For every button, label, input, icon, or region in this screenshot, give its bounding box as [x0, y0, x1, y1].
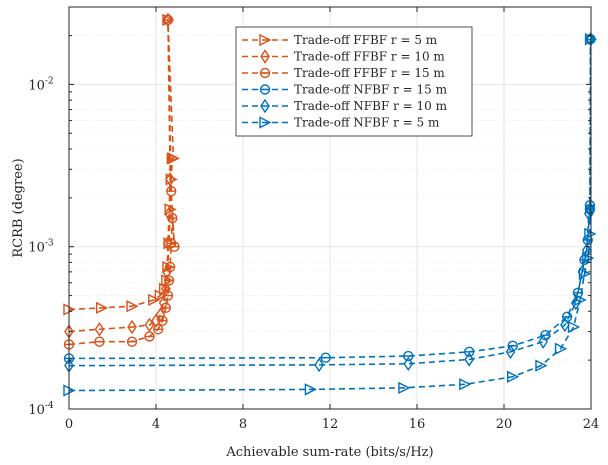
x-axis-label: Achievable sum-rate (bits/s/Hz): [225, 445, 433, 460]
data-point-diamond: [144, 317, 155, 333]
data-point-diamond: [585, 202, 595, 217]
series-trade-off-ffbf-r-15-m: [63, 14, 180, 350]
y-tick-base: 10: [28, 403, 45, 418]
data-point-triangle: [584, 227, 597, 240]
legend-item: Trade-off FFBF r = 15 m: [242, 66, 445, 80]
x-tick-label: 20: [496, 417, 513, 432]
data-point-diamond: [127, 319, 137, 335]
x-tick-label: 4: [152, 417, 160, 432]
data-point-diamond: [160, 281, 171, 297]
y-tick-base: 10: [28, 78, 45, 93]
data-point-diamond: [538, 334, 548, 349]
data-point-triangle: [259, 33, 272, 47]
legend-item: Trade-off NFBF r = 5 m: [242, 116, 440, 130]
data-point-triangle: [164, 203, 177, 216]
data-point-diamond: [260, 49, 270, 64]
series-line: [68, 39, 592, 392]
data-point-diamond: [314, 357, 324, 373]
legend-item: Trade-off FFBF r = 5 m: [242, 33, 438, 47]
data-point-diamond: [505, 344, 516, 360]
data-point-triangle: [95, 301, 109, 314]
x-tick-label: 24: [583, 417, 600, 432]
data-point-diamond: [165, 172, 175, 187]
data-point-triangle: [507, 370, 520, 383]
data-point-triangle: [126, 300, 139, 313]
axis-ticks: [68, 6, 592, 410]
data-point-circle: [403, 350, 414, 362]
data-point-triangle: [567, 320, 581, 334]
data-point-circle: [164, 261, 176, 273]
legend-label: Trade-off NFBF r = 10 m: [294, 99, 448, 113]
y-tick-exponent: -4: [45, 401, 54, 411]
data-point-triangle: [574, 293, 587, 307]
data-point-circle: [126, 336, 138, 347]
x-tick-label: 12: [322, 417, 339, 432]
x-tick-label: 16: [409, 417, 426, 432]
series-line: [68, 39, 592, 367]
data-point-circle: [152, 324, 164, 335]
x-tick-labels: 0 4 8 12 16 20 24: [65, 417, 599, 432]
data-point-circle: [162, 290, 174, 301]
data-point-circle: [160, 302, 171, 314]
data-point-circle: [259, 84, 271, 95]
data-point-diamond: [560, 317, 570, 333]
y-tick-exponent: -2: [45, 76, 54, 86]
data-point-diamond: [164, 206, 174, 221]
y-axis-label: RCRB (degree): [11, 158, 26, 257]
y-tick-exponent: -3: [45, 239, 54, 249]
y-tick-base: 10: [28, 241, 45, 256]
y-tick-label: 10-4: [28, 401, 54, 418]
legend-item: Trade-off NFBF r = 15 m: [242, 83, 448, 97]
data-point-triangle: [162, 260, 175, 274]
data-point-circle: [166, 185, 177, 197]
legend-item: Trade-off NFBF r = 10 m: [242, 98, 448, 114]
data-point-circle: [157, 315, 168, 326]
data-point-triangle: [167, 152, 180, 165]
x-tick-label: 8: [239, 417, 247, 432]
series-line: [68, 19, 171, 333]
data-point-circle: [320, 352, 331, 363]
data-point-triangle: [304, 383, 317, 396]
series-trade-off-nfbf-r-5-m: [63, 33, 598, 397]
data-point-circle: [94, 336, 105, 347]
data-point-circle: [162, 14, 174, 26]
data-point-triangle: [582, 252, 595, 265]
data-point-circle: [163, 275, 175, 286]
legend-box: [235, 26, 473, 137]
data-point-triangle: [398, 381, 411, 394]
data-point-triangle: [535, 359, 548, 372]
legend-item: Trade-off FFBF r = 10 m: [242, 49, 445, 64]
data-point-triangle: [578, 267, 592, 281]
legend-label: Trade-off NFBF r = 15 m: [294, 83, 448, 97]
data-point-diamond: [94, 321, 105, 337]
data-point-diamond: [260, 98, 270, 114]
data-point-circle: [167, 212, 178, 224]
legend-label: Trade-off NFBF r = 5 m: [294, 116, 440, 130]
data-point-triangle: [459, 378, 472, 391]
y-tick-label: 10-3: [28, 239, 54, 256]
y-tick-labels: 10-410-310-2: [28, 76, 54, 418]
data-point-triangle: [554, 342, 568, 355]
data-point-diamond: [581, 243, 592, 258]
data-point-diamond: [464, 352, 475, 367]
series-line: [68, 19, 176, 346]
data-point-circle: [259, 67, 271, 79]
y-tick-label: 10-2: [28, 76, 53, 93]
legend: Trade-off FFBF r = 5 m Trade-off FFBF r =…: [235, 26, 473, 137]
data-point-diamond: [403, 356, 414, 372]
x-tick-label: 0: [65, 417, 73, 432]
data-point-triangle: [158, 282, 172, 295]
data-point-triangle: [259, 116, 272, 129]
legend-label: Trade-off FFBF r = 10 m: [294, 50, 445, 64]
legend-label: Trade-off FFBF r = 15 m: [294, 66, 445, 80]
data-point-circle: [464, 346, 475, 358]
data-point-circle: [169, 241, 180, 252]
data-point-circle: [144, 331, 155, 342]
data-point-triangle: [148, 293, 161, 307]
data-point-diamond: [570, 295, 581, 311]
legend-label: Trade-off FFBF r = 5 m: [294, 33, 438, 47]
